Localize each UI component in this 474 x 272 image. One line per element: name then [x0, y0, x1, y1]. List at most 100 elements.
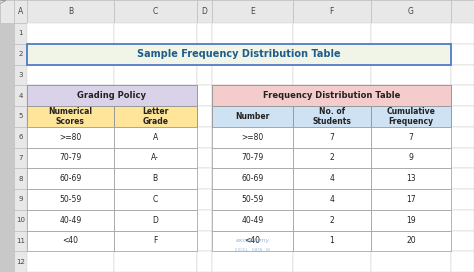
Bar: [27, 251, 114, 272]
Bar: [371, 189, 451, 210]
Text: 2: 2: [18, 51, 23, 57]
Bar: [114, 210, 197, 230]
Bar: [27, 23, 114, 44]
Bar: [451, 106, 474, 127]
Bar: [371, 230, 451, 251]
Text: B: B: [153, 174, 158, 183]
Text: Number: Number: [236, 112, 270, 121]
Bar: [14, 23, 27, 44]
Text: 4: 4: [18, 93, 23, 99]
Bar: [451, 85, 474, 106]
Bar: [293, 168, 371, 189]
Text: 3: 3: [18, 72, 23, 78]
Text: B: B: [68, 7, 73, 16]
Text: 10: 10: [16, 217, 25, 223]
Text: 70-79: 70-79: [59, 153, 82, 162]
Bar: [293, 210, 371, 230]
Bar: [293, 65, 371, 85]
Bar: [27, 189, 114, 210]
Bar: [27, 44, 114, 65]
Text: >=80: >=80: [242, 133, 264, 142]
Bar: [371, 106, 451, 127]
Bar: [451, 44, 474, 65]
Text: G: G: [408, 7, 414, 16]
Bar: [27, 210, 114, 230]
Text: 19: 19: [406, 216, 416, 225]
Text: D: D: [152, 216, 158, 225]
Bar: [451, 189, 474, 210]
Text: 1: 1: [329, 236, 334, 245]
Bar: [371, 23, 451, 44]
Text: 13: 13: [406, 174, 416, 183]
Bar: [371, 189, 451, 210]
Text: Letter
Grade: Letter Grade: [142, 107, 168, 126]
Bar: [451, 251, 474, 272]
Bar: [212, 44, 293, 65]
Bar: [197, 189, 212, 210]
Bar: [371, 230, 451, 251]
Bar: [197, 251, 212, 272]
Bar: [197, 127, 212, 147]
Bar: [27, 189, 114, 210]
Bar: [114, 106, 197, 127]
Bar: [14, 168, 27, 189]
Bar: [451, 147, 474, 168]
Bar: [451, 230, 474, 251]
Text: 20: 20: [406, 236, 416, 245]
Text: 7: 7: [409, 133, 413, 142]
Text: A-: A-: [151, 153, 159, 162]
Bar: [114, 210, 197, 230]
Text: 60-69: 60-69: [242, 174, 264, 183]
Bar: [293, 0, 371, 23]
Bar: [212, 147, 293, 168]
Text: A: A: [153, 133, 158, 142]
Text: F: F: [329, 7, 334, 16]
Bar: [27, 230, 114, 251]
Bar: [371, 65, 451, 85]
Text: 70-79: 70-79: [242, 153, 264, 162]
Text: 5: 5: [18, 113, 23, 119]
Text: 11: 11: [16, 238, 25, 244]
Bar: [14, 0, 27, 23]
Text: 50-59: 50-59: [242, 195, 264, 204]
Bar: [197, 106, 212, 127]
Bar: [293, 106, 371, 127]
Bar: [371, 127, 451, 147]
Text: 2: 2: [329, 153, 334, 162]
Bar: [371, 44, 451, 65]
Bar: [212, 189, 293, 210]
Bar: [371, 0, 451, 23]
Bar: [14, 127, 27, 147]
Bar: [114, 189, 197, 210]
Text: D: D: [201, 7, 208, 16]
Text: 4: 4: [329, 195, 334, 204]
Bar: [371, 251, 451, 272]
Text: 6: 6: [18, 134, 23, 140]
Text: Cumulative
Frequency: Cumulative Frequency: [386, 107, 436, 126]
Bar: [212, 106, 293, 127]
Bar: [0, 0, 14, 23]
Bar: [27, 85, 114, 106]
Bar: [212, 189, 293, 210]
Bar: [293, 147, 371, 168]
Text: Frequency Distribution Table: Frequency Distribution Table: [263, 91, 401, 100]
Bar: [451, 65, 474, 85]
Bar: [197, 210, 212, 230]
Bar: [212, 106, 293, 127]
Bar: [114, 0, 197, 23]
Text: 40-49: 40-49: [242, 216, 264, 225]
Bar: [371, 106, 451, 127]
Bar: [114, 147, 197, 168]
Bar: [212, 251, 293, 272]
Bar: [114, 127, 197, 147]
Text: 40-49: 40-49: [59, 216, 82, 225]
Text: >=80: >=80: [59, 133, 82, 142]
Bar: [371, 210, 451, 230]
Bar: [293, 127, 371, 147]
Bar: [14, 106, 27, 127]
Bar: [114, 85, 197, 106]
Bar: [212, 230, 293, 251]
Bar: [293, 147, 371, 168]
Bar: [27, 0, 114, 23]
Bar: [27, 168, 114, 189]
